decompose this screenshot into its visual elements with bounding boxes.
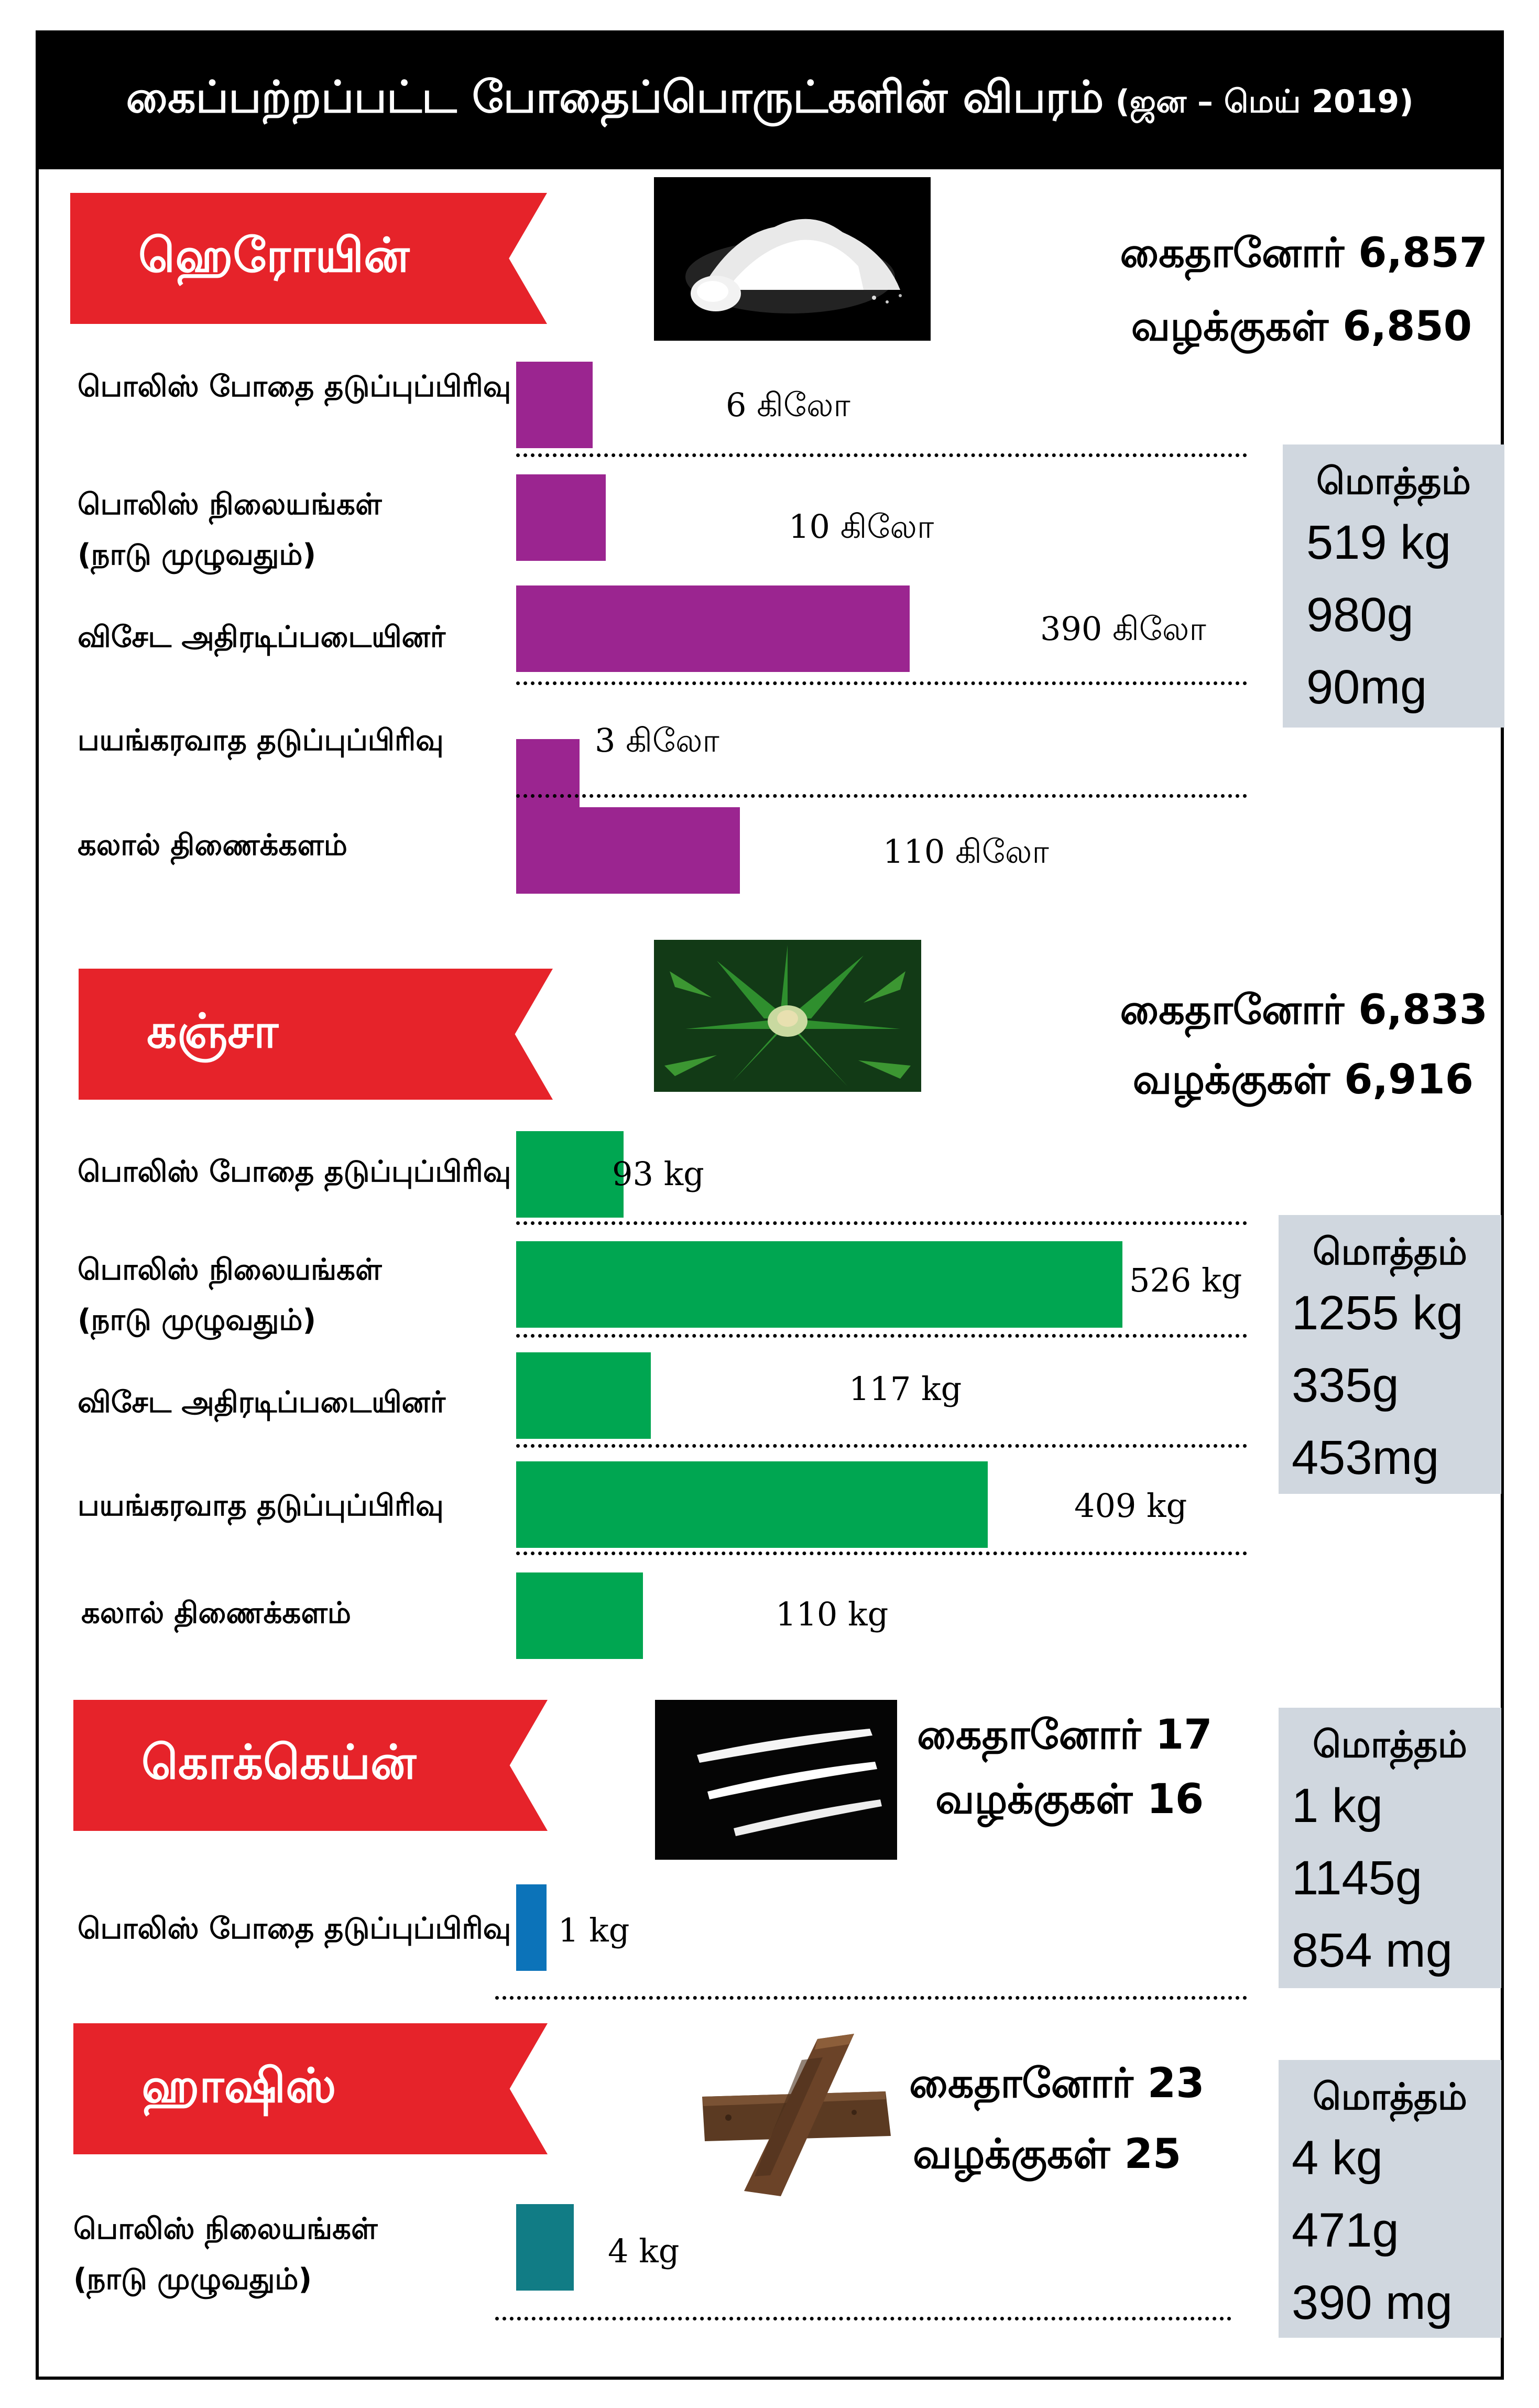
heroin-row-label-2b: (நாடு முழுவதும்) xyxy=(78,538,316,572)
cocaine-title: கொக்கெய்ன் xyxy=(141,1734,417,1790)
ganja-suspects: கைதானோர் 6,833 xyxy=(1120,986,1488,1034)
ganja-row-label-1: பொலிஸ் போதை தடுப்புப்பிரிவு xyxy=(78,1155,511,1189)
ganja-row-label-3: விசேட அதிரடிப்படையினர் xyxy=(78,1385,446,1419)
white-powder-photo-icon xyxy=(654,177,931,341)
hashish-block-photo-icon xyxy=(697,2029,896,2201)
ganja-ribbon: கஞ்சா xyxy=(79,969,553,1100)
ganja-bar-4 xyxy=(516,1461,988,1548)
ganja-bar-3 xyxy=(516,1352,651,1439)
ganja-total-line-1: 1255 kg xyxy=(1292,1286,1464,1340)
ganja-total-line-2: 335g xyxy=(1292,1359,1399,1412)
divider xyxy=(516,1552,1247,1555)
ganja-row-label-4: பயங்கரவாத தடுப்புப்பிரிவு xyxy=(78,1489,444,1523)
ganja-total-line-3: 453mg xyxy=(1292,1431,1439,1484)
divider xyxy=(516,681,1247,685)
ganja-bar-label-5: 110 kg xyxy=(776,1595,889,1633)
title-period: (ஜன – மெய் 2019) xyxy=(1115,83,1414,120)
cocaine-total-heading: மொத்தம் xyxy=(1313,1723,1467,1766)
hashish-bar-1 xyxy=(516,2204,574,2291)
heroin-cases: வழக்குகள் 6,850 xyxy=(1131,303,1472,350)
hashish-bar-label-1: 4 kg xyxy=(608,2232,680,2270)
heroin-row-label-1: பொலிஸ் போதை தடுப்புப்பிரிவு xyxy=(78,370,511,404)
hashish-row-label-1a: பொலிஸ் நிலையங்கள் xyxy=(73,2212,378,2246)
ganja-total-box: மொத்தம் 1255 kg 335g 453mg xyxy=(1279,1215,1501,1494)
hashish-total-heading: மொத்தம் xyxy=(1313,2075,1467,2118)
heroin-row-label-4: பயங்கரவாத தடுப்புப்பிரிவு xyxy=(78,723,444,757)
ganja-total-heading: மொத்தம் xyxy=(1313,1230,1467,1273)
ganja-bar-label-3: 117 kg xyxy=(849,1370,962,1408)
heroin-total-line-3: 90mg xyxy=(1306,660,1427,714)
cannabis-plant-photo-icon xyxy=(654,940,921,1092)
heroin-bar-label-4: 3 கிலோ xyxy=(595,721,719,760)
ganja-row-label-2a: பொலிஸ் நிலையங்கள் xyxy=(78,1253,382,1287)
ganja-bar-2 xyxy=(516,1241,1122,1328)
heroin-row-label-5: கலால் திணைக்களம் xyxy=(78,828,347,862)
heroin-ribbon: ஹெரோயின் xyxy=(70,193,547,324)
ganja-title: கஞ்சா xyxy=(147,1003,279,1059)
heroin-bar-label-5: 110 கிலோ xyxy=(883,832,1049,871)
hashish-suspects: கைதானோர் 23 xyxy=(909,2060,1205,2107)
divider xyxy=(495,1996,1247,2000)
title-main: கைப்பற்றப்பட்ட போதைப்பொருட்களின் விபரம் xyxy=(126,71,1104,123)
heroin-row-label-2a: பொலிஸ் நிலையங்கள் xyxy=(78,487,382,522)
heroin-row-label-2: பொலிஸ் நிலையங்கள் (நாடு முழுவதும்) xyxy=(78,480,381,580)
hashish-row-label-1b: (நாடு முழுவதும்) xyxy=(73,2262,312,2296)
heroin-row-label-3: விசேட அதிரடிப்படையினர் xyxy=(78,620,446,654)
heroin-total-line-2: 980g xyxy=(1306,588,1414,642)
heroin-total-line-1: 519 kg xyxy=(1306,516,1451,569)
heroin-title: ஹெரோயின் xyxy=(138,227,410,283)
ganja-bar-label-2: 526 kg xyxy=(1129,1261,1242,1299)
heroin-bar-2 xyxy=(516,474,606,561)
divider xyxy=(516,1444,1247,1448)
divider xyxy=(516,794,1247,798)
hashish-cases: வழக்குகள் 25 xyxy=(913,2131,1182,2178)
ganja-row-label-2b: (நாடு முழுவதும்) xyxy=(78,1303,316,1337)
ganja-cases: வழக்குகள் 6,916 xyxy=(1132,1056,1473,1103)
heroin-bar-label-3: 390 கிலோ xyxy=(1040,610,1206,648)
ganja-bar-1 xyxy=(516,1131,624,1218)
title-bar: கைப்பற்றப்பட்ட போதைப்பொருட்களின் விபரம் (… xyxy=(36,30,1504,169)
divider xyxy=(516,453,1247,457)
hashish-total-line-3: 390 mg xyxy=(1292,2276,1453,2329)
divider xyxy=(495,2317,1231,2320)
heroin-bar-5 xyxy=(516,807,740,894)
cocaine-bar-1 xyxy=(516,1884,547,1971)
ganja-bar-label-4: 409 kg xyxy=(1074,1487,1187,1525)
cocaine-lines-photo-icon xyxy=(655,1700,897,1860)
heroin-bar-label-1: 6 கிலோ xyxy=(726,386,850,424)
cocaine-bar-label-1: 1 kg xyxy=(558,1911,630,1949)
ganja-row-label-5: கலால் திணைக்களம் xyxy=(81,1596,351,1630)
cocaine-suspects: கைதானோர் 17 xyxy=(917,1711,1213,1759)
hashish-total-box: மொத்தம் 4 kg 471g 390 mg xyxy=(1279,2060,1501,2338)
page-title: கைப்பற்றப்பட்ட போதைப்பொருட்களின் விபரம் (… xyxy=(126,71,1413,129)
ganja-row-label-2: பொலிஸ் நிலையங்கள் (நாடு முழுவதும்) xyxy=(78,1245,381,1346)
cocaine-total-box: மொத்தம் 1 kg 1145g 854 mg xyxy=(1279,1708,1501,1988)
cocaine-cases: வழக்குகள் 16 xyxy=(935,1776,1204,1823)
heroin-total-box: மொத்தம் 519 kg 980g 90mg xyxy=(1283,444,1504,728)
ganja-bar-5 xyxy=(516,1572,643,1659)
heroin-bar-3 xyxy=(516,585,910,672)
hashish-row-label-1: பொலிஸ் நிலையங்கள் (நாடு முழுவதும்) xyxy=(73,2204,377,2305)
heroin-bar-label-2: 10 கிலோ xyxy=(789,507,934,546)
hashish-total-line-2: 471g xyxy=(1292,2204,1399,2257)
divider xyxy=(516,1221,1247,1225)
heroin-total-heading: மொத்தம் xyxy=(1316,460,1471,503)
hashish-total-line-1: 4 kg xyxy=(1292,2131,1383,2185)
cocaine-total-line-1: 1 kg xyxy=(1292,1779,1383,1832)
cocaine-ribbon: கொக்கெய்ன் xyxy=(73,1700,548,1831)
heroin-bar-1 xyxy=(516,362,593,448)
heroin-suspects: கைதானோர் 6,857 xyxy=(1120,230,1488,277)
cocaine-total-line-2: 1145g xyxy=(1292,1851,1423,1905)
hashish-title: ஹாஷிஸ் xyxy=(141,2058,336,2113)
ganja-bar-label-1: 93 kg xyxy=(612,1155,704,1193)
cocaine-total-line-3: 854 mg xyxy=(1292,1924,1453,1977)
hashish-ribbon: ஹாஷிஸ் xyxy=(73,2023,548,2154)
cocaine-row-label-1: பொலிஸ் போதை தடுப்புப்பிரிவு xyxy=(78,1912,511,1946)
divider xyxy=(516,1334,1247,1338)
